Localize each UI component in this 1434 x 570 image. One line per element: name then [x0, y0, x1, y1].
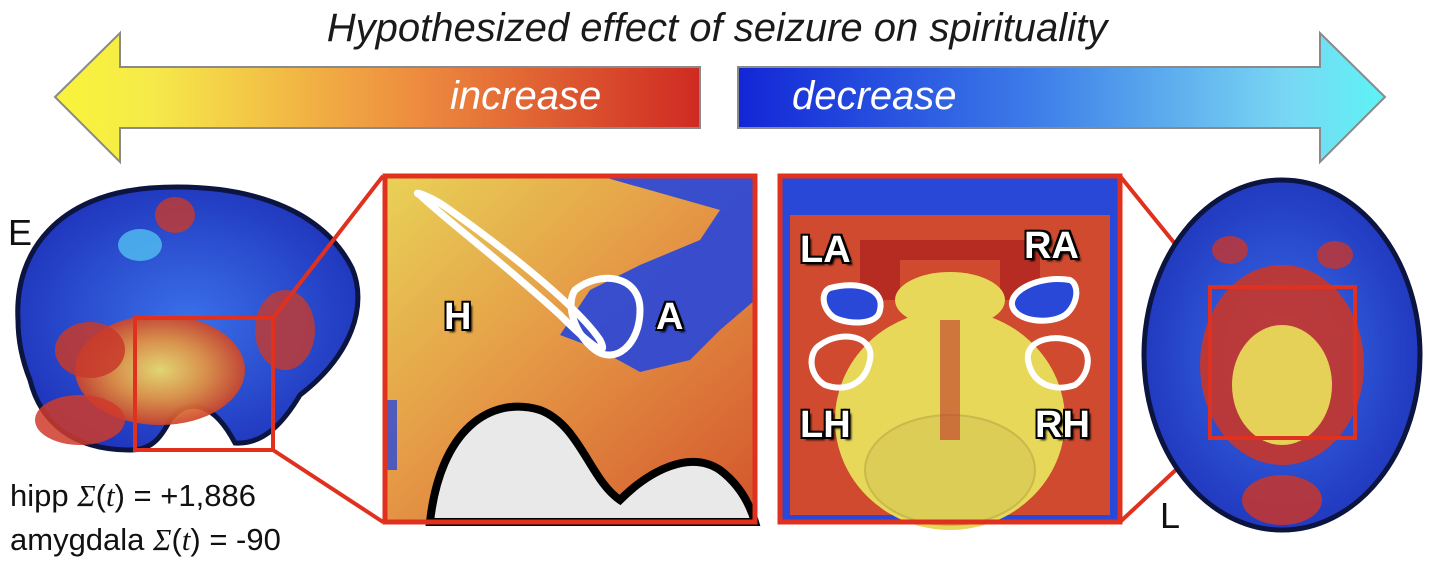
- roi-label-right-hippocampus: RH: [1035, 404, 1090, 446]
- roi-label-left-hippocampus: LH: [800, 404, 851, 446]
- increase-label: increase: [450, 74, 602, 118]
- roi-label-left-amygdala: LA: [800, 229, 851, 271]
- amygdala-stat: amygdala Σ(t) = -90: [10, 522, 281, 557]
- roi-label-hippocampus: H: [444, 296, 472, 338]
- sum-symbol: Σ: [153, 522, 172, 557]
- roi-label-amygdala: A: [656, 296, 684, 338]
- connector-line: [271, 448, 385, 524]
- axial-brain-image: [1141, 177, 1423, 533]
- connector-line: [271, 174, 385, 320]
- axial-panel-label: L: [1160, 495, 1181, 536]
- t-symbol: t: [105, 478, 115, 513]
- sagittal-brain-image: [15, 184, 361, 453]
- axial-zoom-panel: [777, 173, 1123, 530]
- increase-arrow: [53, 30, 701, 165]
- t-symbol: t: [181, 522, 191, 557]
- decrease-arrow: [737, 30, 1387, 165]
- sum-symbol: Σ: [77, 478, 96, 513]
- hipp-stat: hipp Σ(t) = +1,886: [10, 478, 256, 513]
- roi-label-right-amygdala: RA: [1024, 225, 1079, 267]
- sagittal-zoom-panel: [382, 173, 761, 526]
- figure-title: Hypothesized effect of seizure on spirit…: [326, 6, 1108, 50]
- sagittal-panel-label: E: [8, 212, 33, 253]
- decrease-label: decrease: [792, 74, 957, 118]
